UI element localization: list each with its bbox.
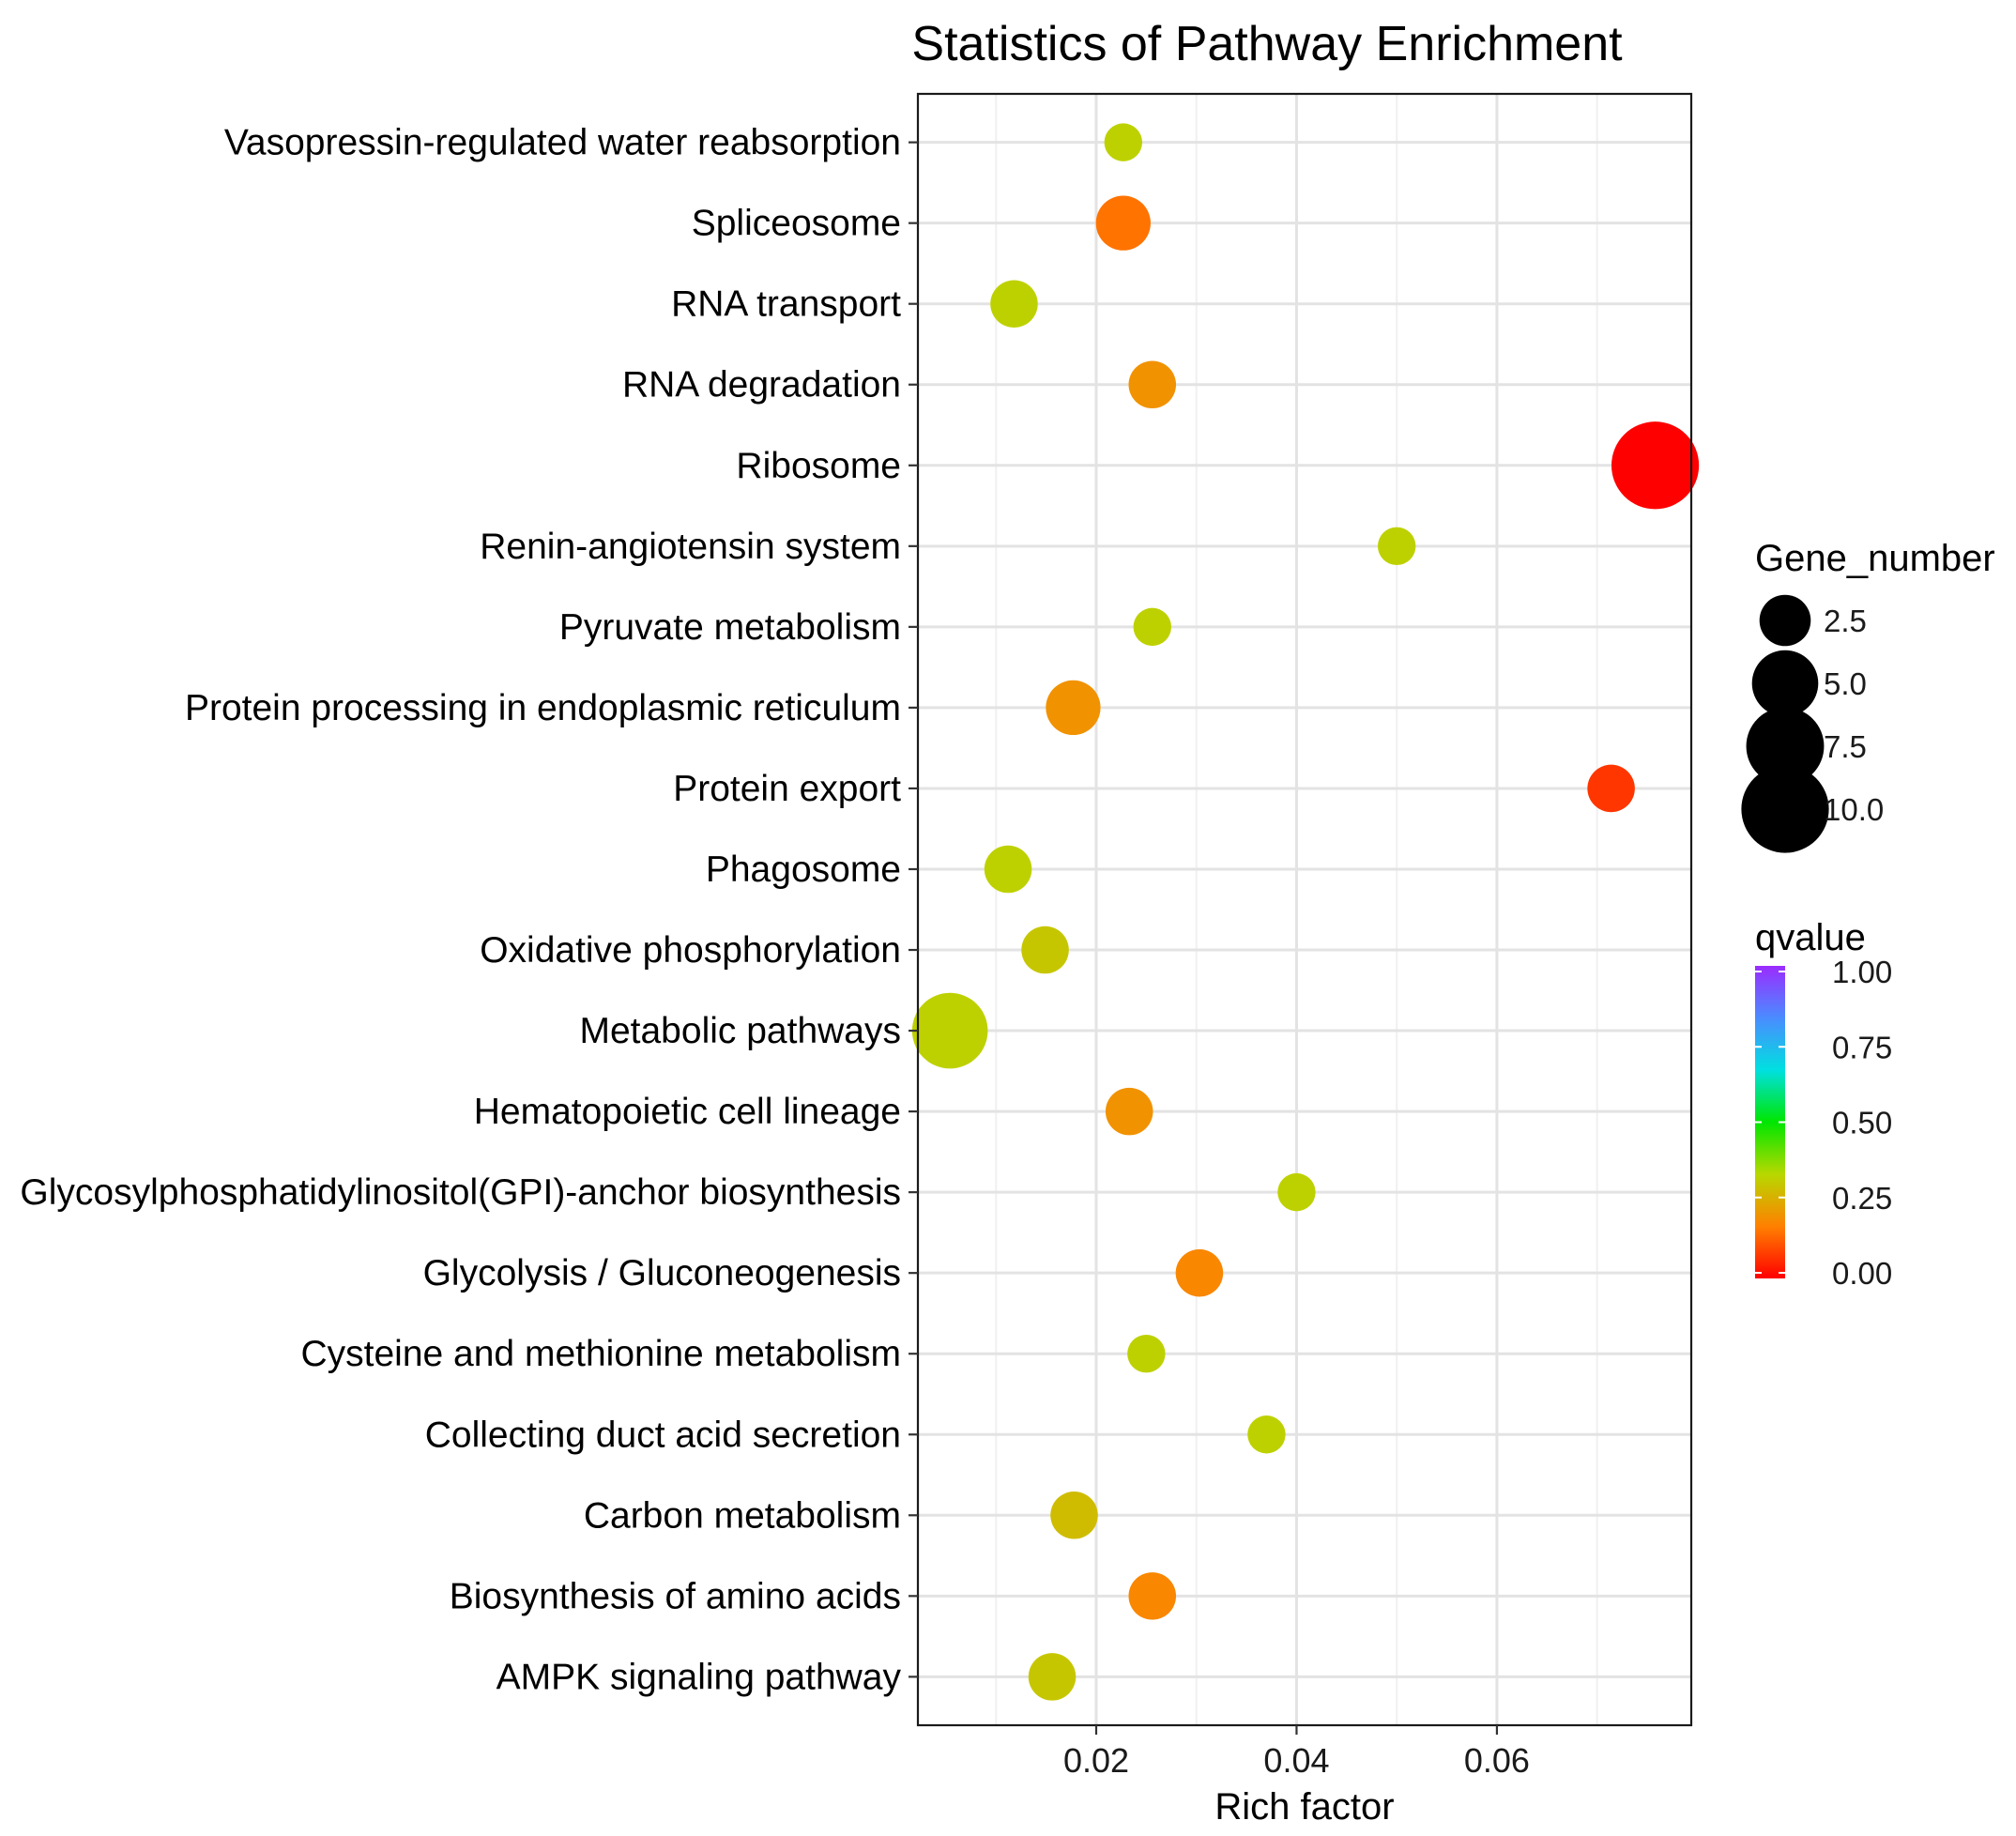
x-tick-label: 0.04 (1263, 1741, 1329, 1780)
gene-number-legend-key (1746, 707, 1825, 786)
gene-number-legend: Gene_number 2.5 5.0 7.5 10.0 (1741, 538, 1995, 853)
data-point (1128, 1572, 1177, 1620)
gene-number-legend-label: 5.0 (1824, 666, 1867, 701)
qvalue-legend-label: 1.00 (1832, 955, 1892, 989)
gene-number-legend-label: 10.0 (1824, 792, 1884, 827)
data-point (1611, 421, 1700, 510)
plot-panel (918, 94, 1691, 1725)
data-point (1021, 926, 1069, 974)
data-points (911, 123, 1700, 1701)
qvalue-legend-label: 0.00 (1832, 1256, 1892, 1291)
y-tick-label: Cysteine and methionine metabolism (300, 1334, 901, 1374)
qvalue-legend: qvalue 1.00 0.75 0.50 0.25 0.00 (1755, 917, 1892, 1291)
data-point (1105, 1087, 1153, 1136)
y-tick-label: Pyruvate metabolism (559, 607, 901, 648)
chart-title: Statistics of Pathway Enrichment (911, 17, 1623, 71)
y-tick-label: Spliceosome (692, 204, 901, 244)
y-tick-label: Protein export (673, 769, 901, 809)
x-axis: 0.02 0.04 0.06 (1063, 1725, 1530, 1780)
data-point (1095, 195, 1151, 251)
qvalue-legend-label: 0.50 (1832, 1106, 1892, 1140)
y-tick-label: Ribosome (736, 446, 901, 486)
data-point (1377, 527, 1416, 566)
data-point (1587, 764, 1635, 813)
gene-number-legend-label: 2.5 (1824, 604, 1867, 638)
data-point (1128, 360, 1177, 409)
data-point (1127, 1335, 1166, 1373)
x-tick-label: 0.06 (1464, 1741, 1530, 1780)
y-tick-label: Carbon metabolism (584, 1495, 901, 1536)
y-tick-label: RNA degradation (622, 365, 901, 405)
gene-number-legend-label: 7.5 (1824, 729, 1867, 764)
qvalue-legend-label: 0.25 (1832, 1181, 1892, 1216)
qvalue-legend-title: qvalue (1755, 917, 1866, 958)
gene-number-legend-key (1759, 594, 1811, 647)
y-tick-label: RNA transport (671, 284, 901, 325)
data-point (1247, 1415, 1286, 1454)
gene-number-legend-key (1741, 765, 1829, 853)
y-tick-label: Oxidative phosphorylation (480, 930, 901, 971)
data-point (1050, 1492, 1098, 1539)
data-point (1277, 1172, 1316, 1212)
qvalue-legend-label: 0.75 (1832, 1030, 1892, 1064)
y-tick-label: Phagosome (706, 849, 901, 890)
x-axis-title: Rich factor (1214, 1786, 1394, 1828)
y-tick-label: Biosynthesis of amino acids (450, 1576, 901, 1616)
y-tick-label: Vasopressin-regulated water reabsorption (224, 123, 901, 163)
data-point (1104, 123, 1143, 161)
data-point (1175, 1248, 1224, 1297)
y-tick-label: Hematopoietic cell lineage (474, 1092, 901, 1132)
data-point (911, 992, 988, 1069)
y-tick-label: Protein processing in endoplasmic reticu… (185, 688, 901, 728)
gene-number-legend-title: Gene_number (1755, 538, 1995, 579)
y-tick-label: Renin-angiotensin system (480, 527, 901, 567)
y-tick-label: Metabolic pathways (579, 1011, 901, 1051)
data-point (990, 280, 1038, 328)
grid-lines (918, 94, 1691, 1725)
y-axis: Vasopressin-regulated water reabsorption… (20, 123, 918, 1697)
data-point (1133, 607, 1171, 647)
plot-border (916, 92, 1693, 1727)
gene-number-legend-key (1751, 650, 1819, 717)
data-point (984, 845, 1032, 894)
y-tick-label: Glycolysis / Gluconeogenesis (423, 1253, 901, 1293)
y-tick-label: Collecting duct acid secretion (425, 1415, 901, 1455)
data-point (1028, 1653, 1077, 1701)
y-tick-label: AMPK signaling pathway (496, 1657, 902, 1697)
x-tick-label: 0.02 (1063, 1741, 1129, 1780)
data-point (1046, 680, 1101, 736)
y-tick-label: Glycosylphosphatidylinositol(GPI)-anchor… (20, 1172, 901, 1213)
